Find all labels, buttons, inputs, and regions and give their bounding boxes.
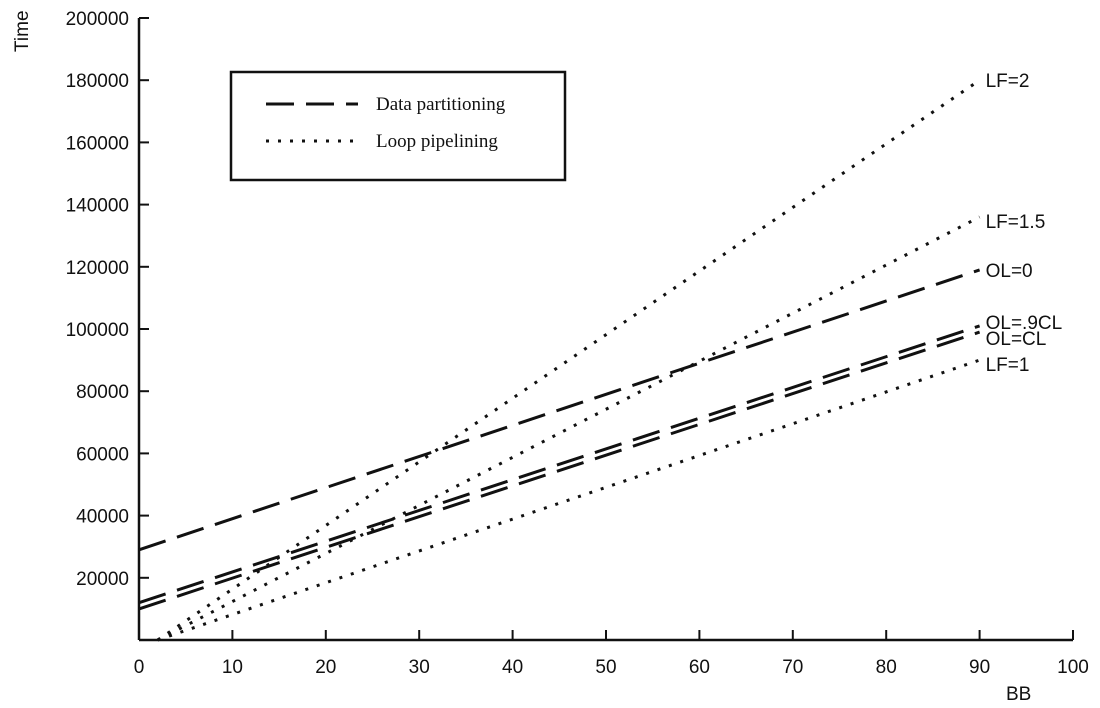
axes bbox=[137, 17, 1074, 642]
x-tick-label: 90 bbox=[969, 657, 990, 678]
x-tick-label: 20 bbox=[315, 657, 336, 678]
x-tick-label: 80 bbox=[876, 657, 897, 678]
y-tick-label: 60000 bbox=[76, 444, 129, 465]
y-tick-label: 40000 bbox=[76, 507, 129, 528]
plot-area bbox=[138, 78, 981, 642]
series-line bbox=[157, 358, 981, 642]
legend-label-loop-pipelining: Loop pipelining bbox=[376, 131, 498, 152]
x-tick-label: 100 bbox=[1057, 657, 1089, 678]
legend: Data partitioning Loop pipelining bbox=[229, 70, 567, 182]
x-tick-label: 70 bbox=[782, 657, 803, 678]
series-label: OL=0 bbox=[986, 261, 1033, 282]
y-tick-label: 140000 bbox=[66, 196, 129, 217]
series-label: LF=2 bbox=[986, 71, 1030, 92]
series-label: LF=1.5 bbox=[986, 212, 1046, 233]
legend-box bbox=[229, 70, 567, 182]
x-tick-label: 10 bbox=[222, 657, 243, 678]
series-label: OL=CL bbox=[986, 329, 1047, 350]
y-tick-label: 80000 bbox=[76, 382, 129, 403]
series-label: LF=1 bbox=[986, 355, 1030, 376]
x-tick-label: 30 bbox=[409, 657, 430, 678]
x-tick-label: 50 bbox=[595, 657, 616, 678]
series-line bbox=[138, 268, 981, 552]
y-tick-label: 100000 bbox=[66, 320, 129, 341]
legend-label-data-partitioning: Data partitioning bbox=[376, 94, 506, 115]
series-line bbox=[138, 324, 981, 605]
y-axis-label: Time bbox=[12, 10, 33, 52]
y-tick-label: 180000 bbox=[66, 71, 129, 92]
series-line bbox=[157, 215, 981, 642]
y-tick-label: 160000 bbox=[66, 133, 129, 154]
x-tick-label: 40 bbox=[502, 657, 523, 678]
x-tick-label: 0 bbox=[134, 657, 145, 678]
y-tick-label: 20000 bbox=[76, 569, 129, 590]
y-tick-label: 200000 bbox=[66, 9, 129, 30]
series-label: OL=.9CL bbox=[986, 313, 1063, 334]
tick-labels: 0 10 20 30 40 50 60 70 80 90 100 20000 40000 60000 800… bbox=[66, 9, 1089, 678]
x-tick-label: 60 bbox=[689, 657, 710, 678]
y-tick-label: 120000 bbox=[66, 258, 129, 279]
x-axis-label: BB bbox=[1006, 684, 1031, 705]
series-line bbox=[138, 330, 981, 611]
series-line bbox=[156, 78, 981, 642]
